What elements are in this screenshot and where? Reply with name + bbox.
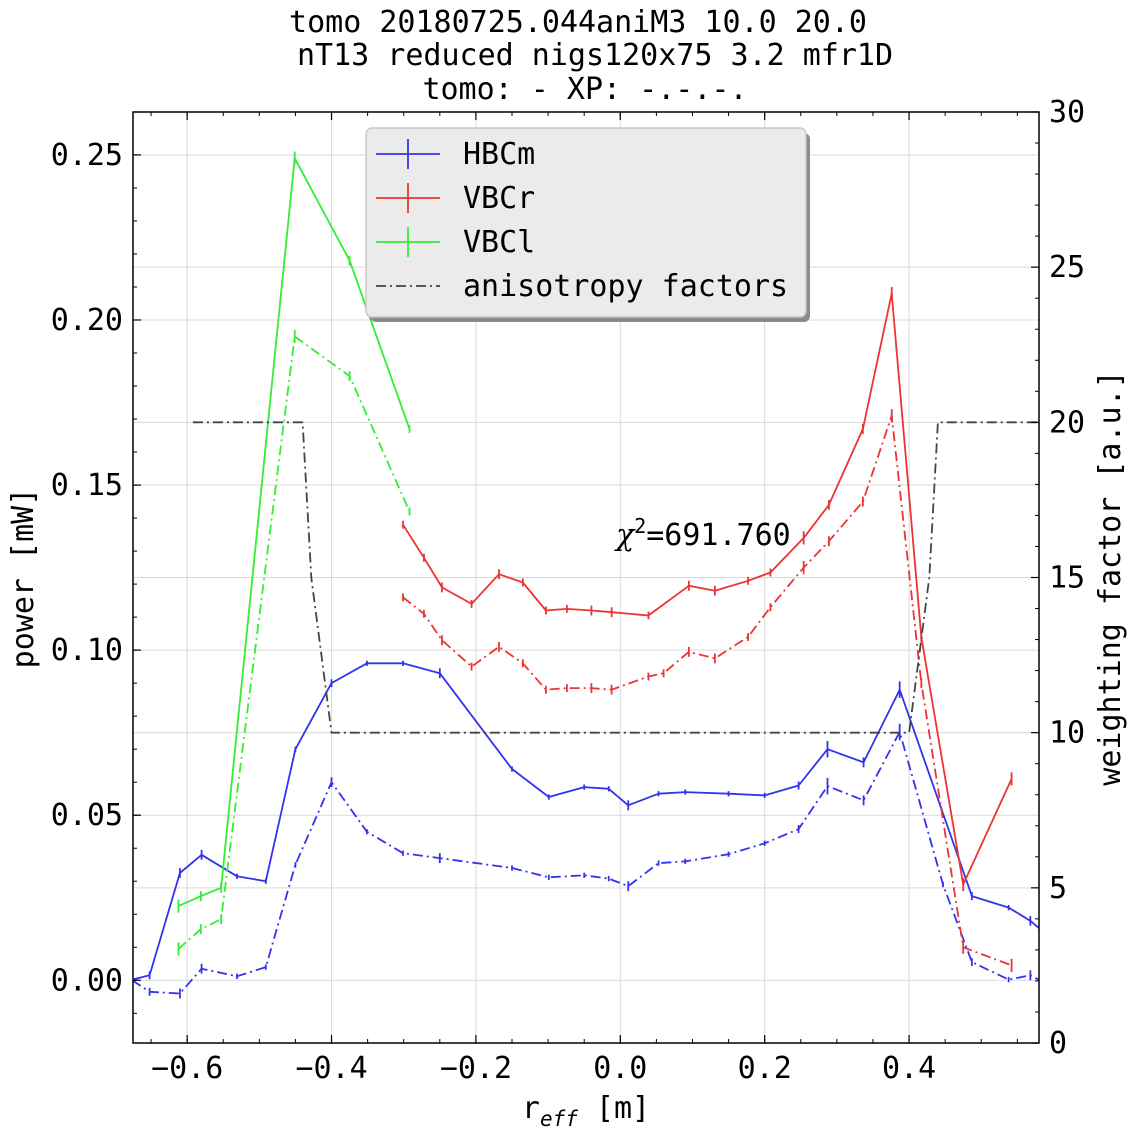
series-6 [192,421,1039,734]
series-5 [177,329,411,956]
x-axis-label: reff [m] [522,1091,650,1131]
x-tick-label-4: 0.2 [738,1051,792,1086]
chi-symbol: χ [614,518,636,553]
legend-label-0: HBCm [463,137,535,172]
y-axis-label: power [mW] [6,488,41,669]
series-line-6 [192,421,1039,734]
x-tick-label-2: −0.2 [440,1051,512,1086]
x-axis-label-main: r [522,1091,540,1126]
legend: HBCm VBCr VBCl anisotropy factors [365,127,807,318]
legend-label-2: VBCl [463,225,535,260]
series-3 [402,409,1013,973]
series-line-1 [133,731,1039,995]
y2-tick-label-3: 15 [1049,561,1085,596]
x-tick-label-3: 0.0 [593,1051,647,1086]
y2-tick-label-0: 0 [1049,1026,1067,1061]
chart-title-line-2: nT13 reduced nigs120x75 3.2 mfr1D [297,38,893,73]
legend-item-2: VBCl [376,225,535,260]
legend-item-3: anisotropy factors [376,269,788,304]
x-tick-label-1: −0.4 [295,1051,367,1086]
y2-tick-label-4: 20 [1049,405,1085,440]
x-tick-label-5: 0.4 [882,1051,936,1086]
ticks: −0.6 −0.4 −0.2 0.0 0.2 0.4 0.00 0.05 0.10 0.15 0.2… [51,95,1085,1086]
series-1 [133,723,1039,999]
y2-tick-label-6: 30 [1049,95,1085,130]
x-axis-label-sub: eff [540,1107,578,1131]
y2-tick-label-1: 5 [1049,871,1067,906]
chi-value: =691.760 [646,518,791,553]
series-line-4 [178,157,411,907]
y2-tick-label-5: 25 [1049,250,1085,285]
y-tick-label-2: 0.10 [51,633,123,668]
legend-item-0: HBCm [376,137,535,172]
series-2 [402,286,1013,892]
series-line-5 [177,335,411,950]
series-line-2 [402,292,1013,886]
series-layer [133,151,1039,999]
legend-box [365,127,807,318]
series-line-0 [133,662,1039,981]
y2-tick-label-2: 10 [1049,716,1085,751]
x-axis-label-unit: [m] [578,1091,650,1126]
chart-title-line-3: tomo: - XP: -.-.-. [422,72,747,107]
chi-square-annotation: χ2=691.760 [614,514,791,553]
legend-item-1: VBCr [376,181,535,216]
y-tick-label-4: 0.20 [51,303,123,338]
series-4 [177,151,411,913]
y-tick-label-3: 0.15 [51,468,123,503]
chi-superscript: 2 [634,514,646,538]
series-0 [133,660,1039,981]
series-line-3 [402,414,1012,967]
x-tick-label-0: −0.6 [151,1051,223,1086]
y-tick-label-0: 0.00 [51,963,123,998]
y-tick-label-1: 0.05 [51,798,123,833]
y-tick-label-5: 0.25 [51,138,123,173]
y2-axis-label: weighting factor [a.u.] [1093,370,1128,785]
chart-title-line-1: tomo 20180725.044aniM3 10.0 20.0 [289,5,867,40]
legend-label-1: VBCr [463,181,535,216]
legend-label-3: anisotropy factors [463,269,788,304]
